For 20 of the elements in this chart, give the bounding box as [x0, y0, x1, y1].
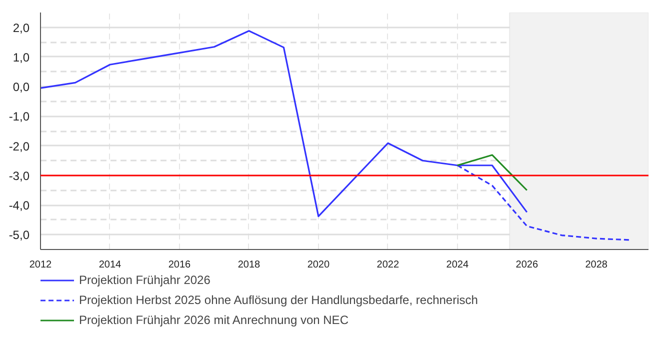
y-tick-label: 2,0	[12, 20, 30, 35]
x-tick-label: 2020	[307, 260, 330, 270]
x-tick-label: 2028	[585, 260, 608, 270]
y-tick-label: 1,0	[12, 50, 30, 64]
y-tick-label: -4,0	[8, 198, 30, 213]
legend-label: Projektion Frühjahr 2026 mit Anrechnung von NEC	[79, 313, 348, 327]
y-tick-label: -2,0	[8, 139, 30, 154]
legend-label: Projektion Frühjahr 2026	[79, 273, 210, 287]
x-tick-label: 2026	[516, 260, 538, 270]
legend-label: Projektion Herbst 2025 ohne Auflösung der Handlungsbedarfe, rechnerisch	[79, 293, 478, 307]
y-tick-label: -1,0	[8, 110, 30, 124]
x-tick-label: 2012	[29, 260, 52, 270]
y-tick-label: -3,0	[8, 168, 30, 183]
x-tick-label: 2016	[168, 260, 192, 270]
y-tick-label: -5,0	[8, 228, 30, 242]
x-tick-label: 2024	[446, 260, 469, 270]
x-tick-label: 2018	[238, 260, 261, 270]
x-tick-label: 2014	[98, 260, 122, 270]
y-tick-label: 0,0	[12, 80, 30, 94]
x-tick-label: 2022	[376, 260, 400, 270]
